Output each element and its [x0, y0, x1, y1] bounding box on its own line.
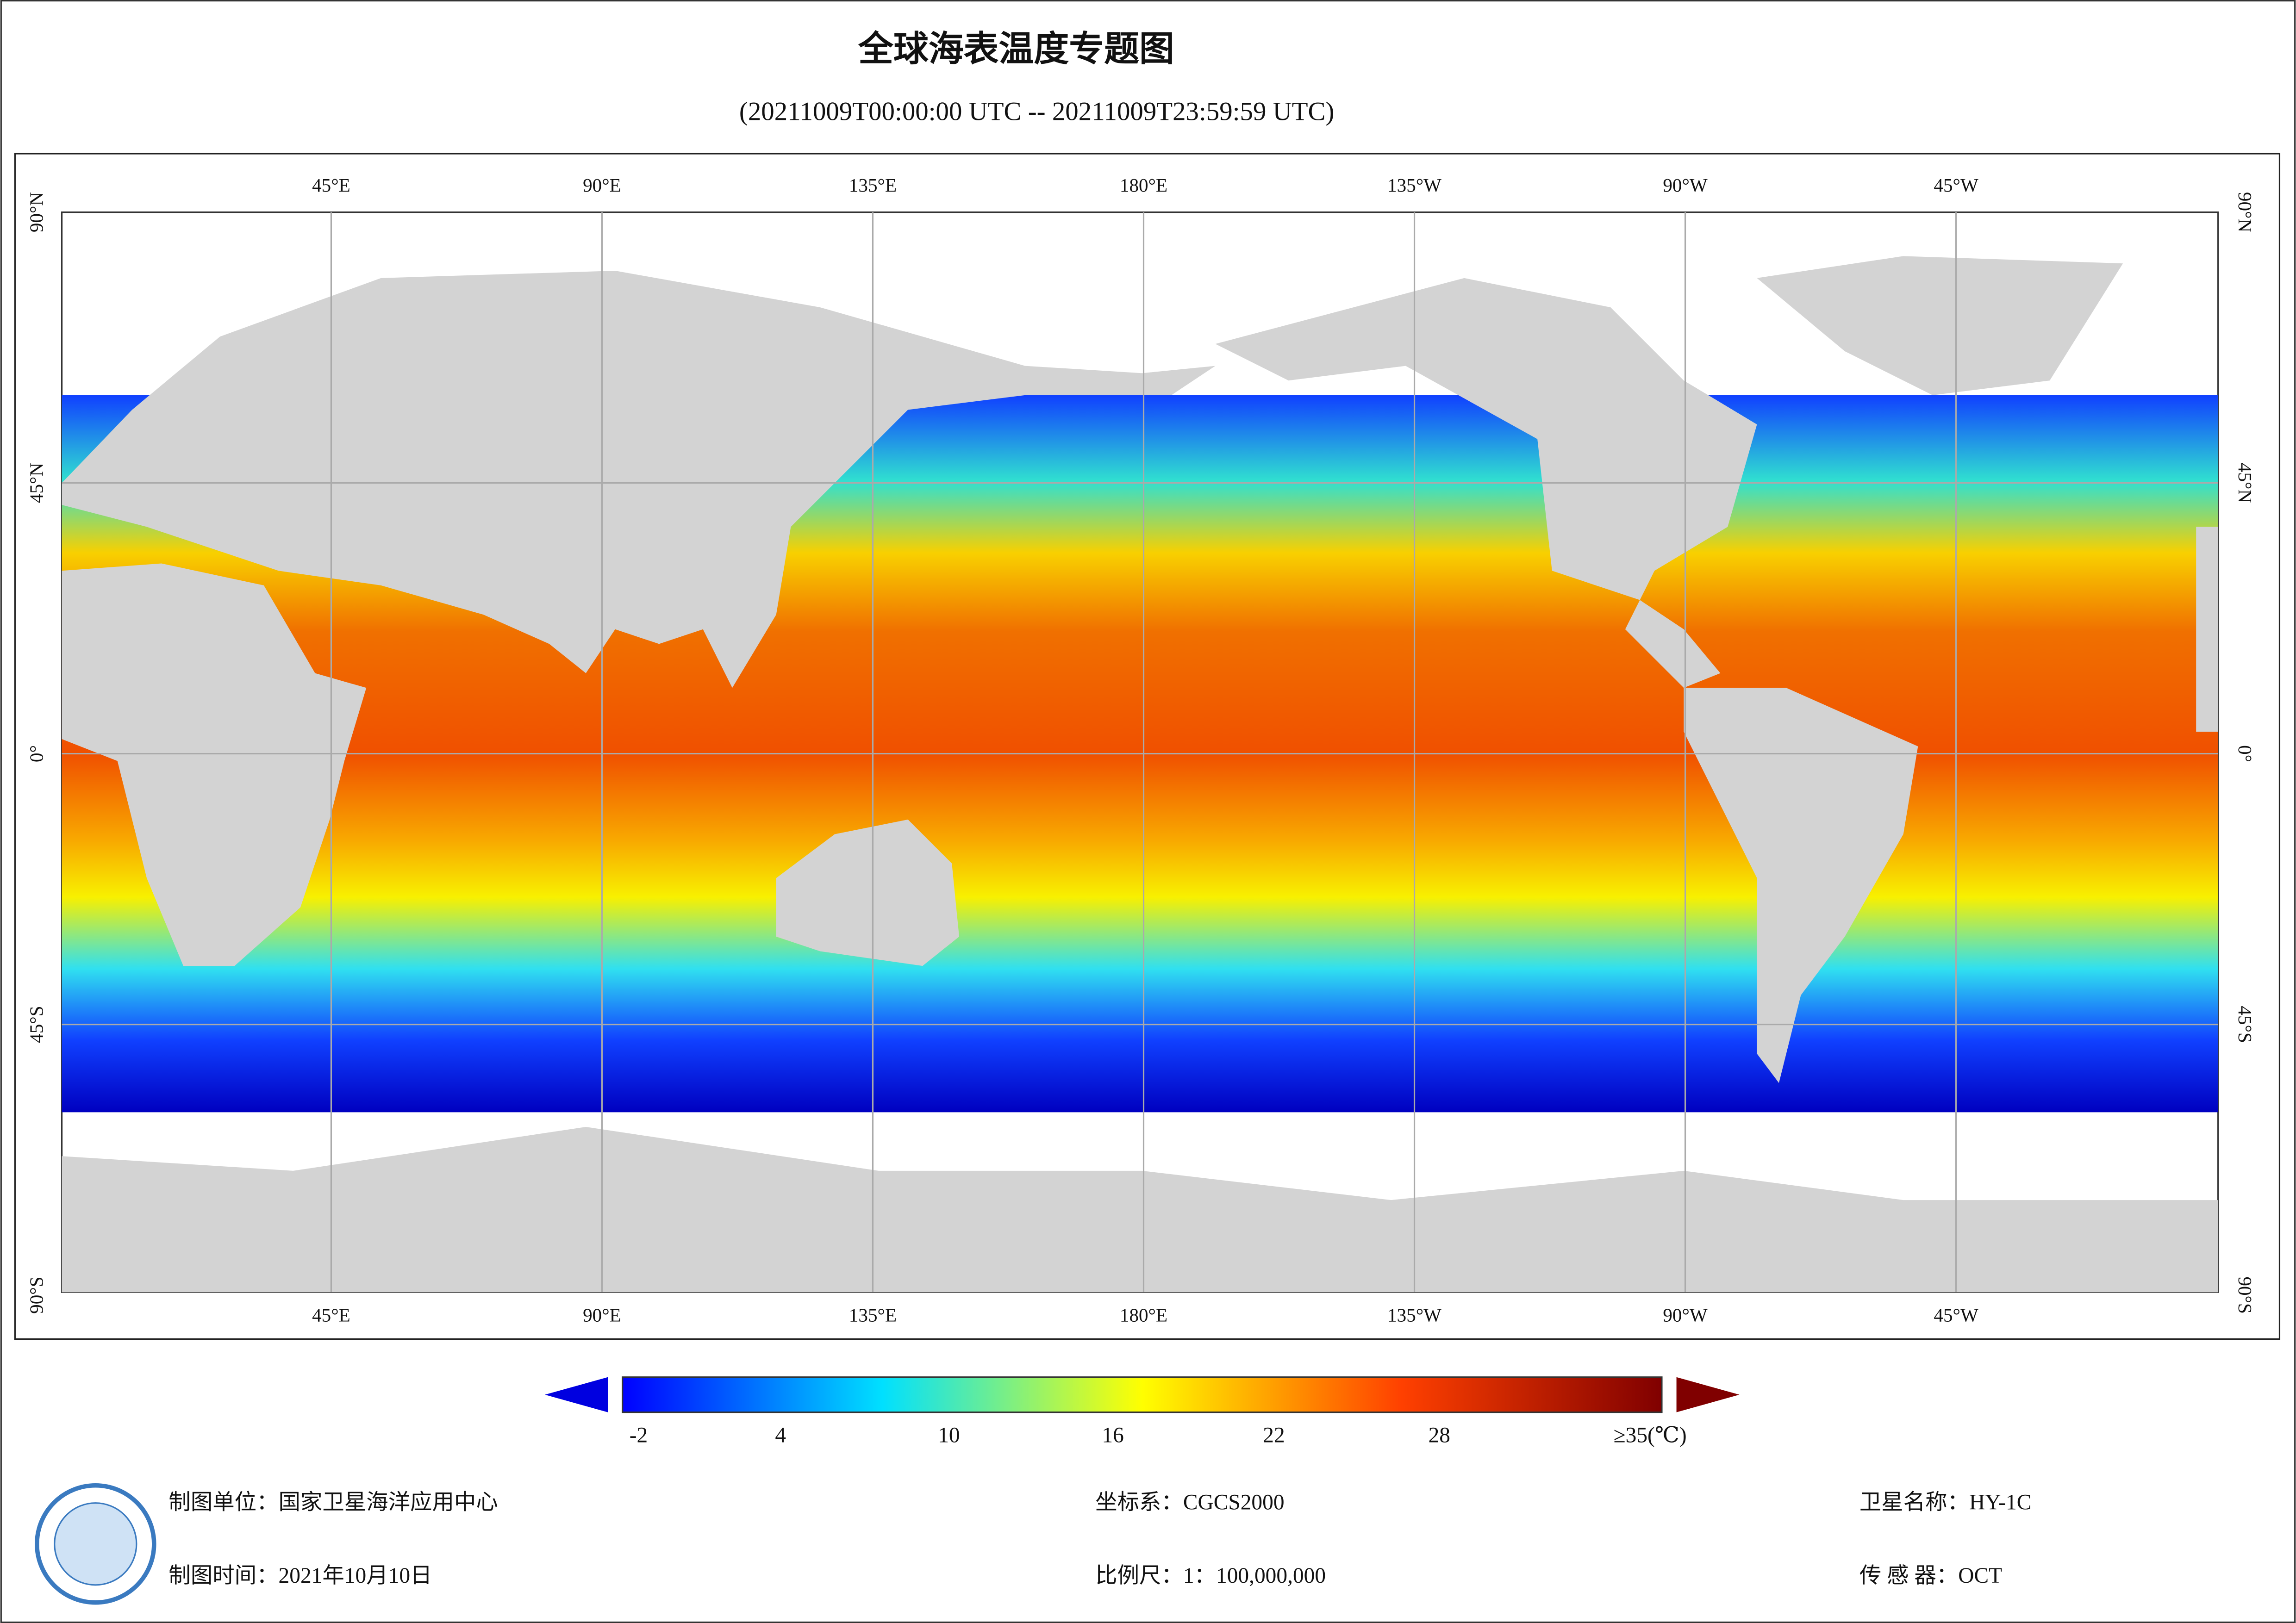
lon-label-bottom: 45°W: [1934, 1305, 1978, 1326]
lon-label-top: 180°E: [1120, 174, 1167, 196]
lon-label-bottom: 135°W: [1387, 1305, 1441, 1326]
north-america: [1215, 278, 1757, 688]
australia: [776, 819, 960, 966]
lon-label-bottom: 180°E: [1120, 1305, 1167, 1326]
map-frame: [14, 153, 2281, 1340]
logo-inner: [54, 1502, 137, 1586]
lon-label-top: 135°E: [849, 174, 897, 196]
lat-label-right: 45°S: [2234, 1006, 2256, 1043]
colorbar-label: 16: [1102, 1423, 1123, 1447]
lat-label-right: 0°: [2234, 745, 2256, 762]
footer-satellite: 卫星名称：HY-1C: [1859, 1491, 2031, 1515]
colorbar-label: 4: [775, 1423, 786, 1447]
lon-label-top: 90°E: [583, 174, 621, 196]
south-america: [1684, 688, 1918, 1083]
lon-label-bottom: 45°E: [312, 1305, 350, 1326]
lon-label-bottom: 135°E: [849, 1305, 897, 1326]
lat-label-left: 90°S: [25, 1276, 47, 1313]
lat-label-right: 90°N: [2234, 192, 2256, 232]
footer-time: 制图时间：2021年10月10日: [168, 1564, 432, 1588]
footer-scale: 比例尺：1：100,000,000: [1095, 1564, 1326, 1588]
lat-label-right: 90°S: [2234, 1276, 2256, 1313]
footer-unit: 制图单位：国家卫星海洋应用中心: [168, 1491, 498, 1515]
lat-label-left: 90°N: [25, 192, 47, 232]
antarctica: [62, 1126, 2218, 1293]
colorbar: [545, 1376, 1740, 1413]
colorbar-label: 10: [938, 1423, 960, 1447]
colorbar-ramp: [622, 1376, 1663, 1413]
colorbar-label: -2: [630, 1423, 648, 1447]
lon-label-bottom: 90°E: [583, 1305, 621, 1326]
title: 全球海表温度专题图: [858, 29, 1174, 69]
lon-label-top: 90°W: [1663, 174, 1708, 196]
land: [62, 256, 2218, 1293]
greenland: [1757, 256, 2123, 395]
africa: [62, 563, 367, 966]
colorbar-label: ≥35(℃): [1614, 1423, 1687, 1447]
lat-label-left: 45°N: [25, 463, 47, 503]
colorbar-label: 22: [1263, 1423, 1285, 1447]
lon-label-bottom: 90°W: [1663, 1305, 1708, 1326]
colorbar-label: 28: [1429, 1423, 1450, 1447]
colorbar-high-arrow: [1676, 1377, 1740, 1412]
lat-label-right: 45°N: [2234, 463, 2256, 503]
footer-crs: 坐标系：CGCS2000: [1095, 1491, 1284, 1515]
map: [61, 211, 2219, 1293]
lon-label-top: 45°W: [1934, 174, 1978, 196]
subtitle: (20211009T00:00:00 UTC -- 20211009T23:59…: [739, 97, 1335, 126]
lat-label-left: 45°S: [25, 1006, 47, 1043]
africa-west: [2196, 527, 2218, 732]
colorbar-low-arrow: [545, 1377, 608, 1412]
footer-sensor: 传 感 器：OCT: [1859, 1564, 2002, 1588]
eurasia: [62, 271, 1216, 688]
lon-label-top: 135°W: [1387, 174, 1441, 196]
lat-label-left: 0°: [25, 745, 47, 762]
lon-label-top: 45°E: [312, 174, 350, 196]
